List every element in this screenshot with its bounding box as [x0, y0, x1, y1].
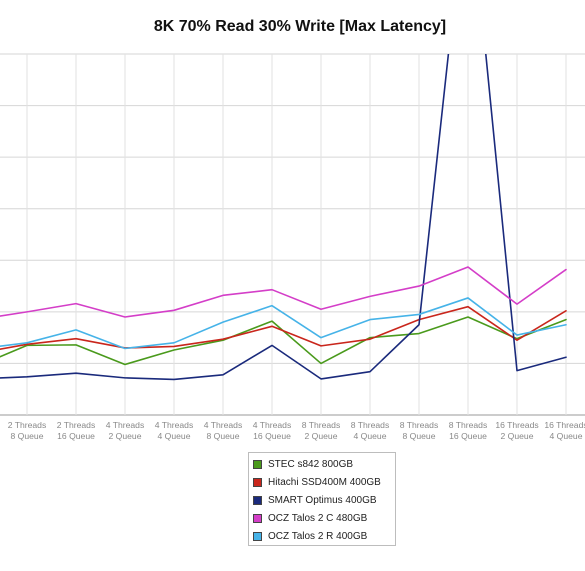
- x-tick-label-line1: 8 Threads: [400, 420, 439, 430]
- x-tick-label-line1: 4 Threads: [253, 420, 292, 430]
- chart-title: 8K 70% Read 30% Write [Max Latency]: [153, 18, 447, 35]
- x-tick-label-line1: 2 Threads: [8, 420, 47, 430]
- x-tick-label-line1: 8 Threads: [351, 420, 390, 430]
- legend-label: SMART Optimus 400GB: [268, 494, 377, 506]
- series-line-2: [0, 305, 567, 350]
- x-tick-label-line1: 2 Threads: [57, 420, 96, 430]
- legend-item: OCZ Talos 2 C 480GB: [253, 509, 391, 527]
- legend-label: OCZ Talos 2 R 400GB: [268, 530, 368, 542]
- series-line-1: [0, 316, 567, 366]
- legend: STEC s842 800GB Hitachi SSD400M 400GB SMAR…: [248, 452, 396, 546]
- x-tick-label-line2: 2 Queue: [109, 431, 142, 441]
- legend-label: STEC s842 800GB: [268, 458, 354, 470]
- x-tick-label-line1: 16 Threads: [495, 420, 538, 430]
- legend-item: STEC s842 800GB: [253, 455, 391, 473]
- legend-item: Hitachi SSD400M 400GB: [253, 473, 391, 491]
- x-tick-label-line1: 4 Threads: [204, 420, 243, 430]
- x-tick-label-line1: 8 Threads: [302, 420, 341, 430]
- legend-item: SMART Optimus 400GB: [253, 491, 391, 509]
- legend-swatch: [253, 495, 262, 505]
- series-line-4: [0, 266, 567, 318]
- x-tick-label-line2: 8 Queue: [11, 431, 44, 441]
- x-tick-label-line1: 4 Threads: [155, 420, 194, 430]
- x-tick-label-line2: 16 Queue: [253, 431, 291, 441]
- series-line-5: [0, 297, 567, 350]
- x-tick-label-line1: 8 Threads: [449, 420, 488, 430]
- legend-item: OCZ Talos 2 R 400GB: [253, 527, 391, 545]
- x-tick-label-line1: 16 Threads: [544, 420, 585, 430]
- legend-label: OCZ Talos 2 C 480GB: [268, 512, 368, 524]
- x-tick-label-line2: 4 Queue: [158, 431, 191, 441]
- x-tick-label-line2: 2 Queue: [305, 431, 338, 441]
- series-lines: [0, 54, 567, 381]
- x-tick-label-line2: 16 Queue: [449, 431, 487, 441]
- x-tick-label-line2: 8 Queue: [207, 431, 240, 441]
- legend-swatch: [253, 513, 262, 523]
- series-line-3: [0, 54, 567, 381]
- legend-label: Hitachi SSD400M 400GB: [268, 476, 381, 488]
- x-tick-label-line2: 8 Queue: [403, 431, 436, 441]
- legend-swatch: [253, 531, 262, 541]
- legend-swatch: [253, 477, 262, 487]
- x-tick-label-line1: 4 Threads: [106, 420, 145, 430]
- x-tick-label-line2: 16 Queue: [57, 431, 95, 441]
- grid-lines: [0, 53, 585, 416]
- x-tick-label-line2: 4 Queue: [550, 431, 583, 441]
- legend-swatch: [253, 459, 262, 469]
- x-tick-label-line2: 4 Queue: [354, 431, 387, 441]
- x-tick-label-line2: 2 Queue: [501, 431, 534, 441]
